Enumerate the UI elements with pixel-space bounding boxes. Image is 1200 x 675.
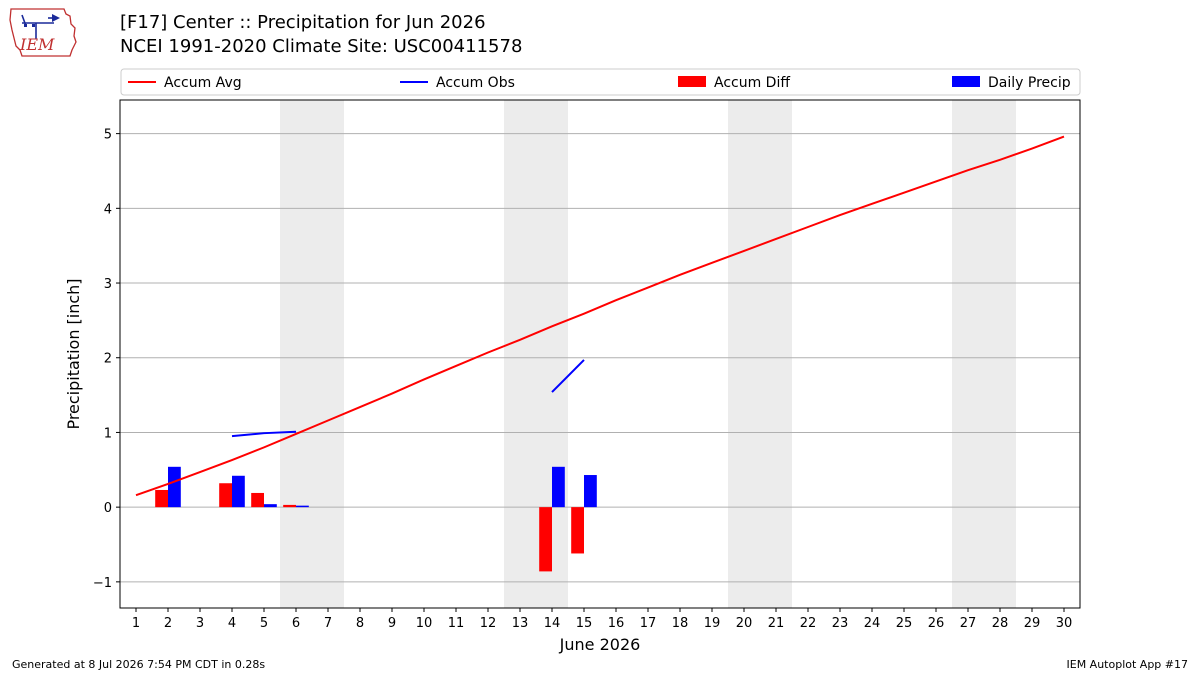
y-axis-label: Precipitation [inch]: [64, 278, 83, 429]
iem-logo: IEM: [8, 6, 80, 58]
accum-avg-line: [135, 135, 1065, 497]
daily-precip-bar: [584, 475, 597, 508]
x-tick-label: 2: [164, 616, 172, 631]
chart-subtitle: NCEI 1991-2020 Climate Site: USC00411578: [120, 36, 523, 57]
accum-obs-line: [231, 430, 297, 438]
generated-timestamp: Generated at 8 Jul 2026 7:54 PM CDT in 0…: [12, 658, 266, 671]
accum-diff-bar: [571, 507, 584, 554]
legend-accum-diff-label: Accum Diff: [714, 75, 790, 91]
x-tick-label: 29: [1024, 616, 1041, 631]
y-tick-label: 5: [104, 128, 112, 143]
accum-diff-bar: [283, 504, 296, 508]
legend-accum-avg-label: Accum Avg: [164, 75, 242, 91]
x-tick-label: 11: [448, 616, 465, 631]
x-tick-label: 28: [992, 616, 1009, 631]
x-tick-label: 17: [640, 616, 657, 631]
x-tick-label: 20: [736, 616, 753, 631]
accum-diff-bar: [155, 489, 168, 508]
y-tick-label: 4: [104, 202, 112, 217]
x-tick-label: 12: [480, 616, 497, 631]
daily-precip-bar: [232, 475, 245, 508]
x-tick-label: 3: [196, 616, 204, 631]
x-tick-label: 6: [292, 616, 300, 631]
accum-obs-line: [551, 359, 585, 393]
x-tick-label: 16: [608, 616, 625, 631]
x-tick-label: 4: [228, 616, 236, 631]
y-tick-label: 3: [104, 277, 112, 292]
x-tick-label: 7: [324, 616, 332, 631]
x-tick-label: 25: [896, 616, 913, 631]
x-tick-label: 10: [416, 616, 433, 631]
x-tick-label: 15: [576, 616, 593, 631]
weekend-shade: [952, 100, 1016, 608]
legend-daily-precip-swatch: [952, 76, 980, 87]
chart-title: [F17] Center :: Precipitation for Jun 20…: [120, 12, 486, 33]
iem-logo-graphic: IEM: [9, 8, 77, 57]
x-tick-label: 19: [704, 616, 721, 631]
x-tick-label: 24: [864, 616, 881, 631]
legend: Accum Avg Accum Obs Accum Diff Daily Precip: [120, 68, 1081, 96]
x-axis-label: June 2026: [559, 635, 641, 654]
app-credit: IEM Autoplot App #17: [1066, 658, 1189, 671]
y-tick-label: 1: [104, 426, 112, 441]
plot-frame: [119, 99, 1081, 609]
iem-logo-text: IEM: [19, 35, 55, 54]
weekend-shade: [280, 100, 344, 608]
daily-precip-bar: [296, 505, 309, 508]
x-tick-label: 30: [1056, 616, 1073, 631]
y-tick-label: 0: [104, 501, 112, 516]
x-tick-label: 23: [832, 616, 849, 631]
legend-accum-obs-label: Accum Obs: [436, 75, 515, 91]
x-tick-label: 18: [672, 616, 689, 631]
x-tick-label: 5: [260, 616, 268, 631]
x-tick-label: 1: [132, 616, 140, 631]
legend-accum-diff-swatch: [678, 76, 706, 87]
y-tick-label: −1: [93, 576, 112, 591]
y-tick-label: 2: [104, 352, 112, 367]
daily-precip-bar: [264, 504, 277, 508]
x-tick-label: 21: [768, 616, 785, 631]
x-tick-label: 13: [512, 616, 529, 631]
x-tick-label: 8: [356, 616, 364, 631]
accum-diff-bar: [539, 507, 552, 572]
accum-diff-bar: [251, 492, 264, 508]
x-tick-label: 26: [928, 616, 945, 631]
x-tick-label: 14: [544, 616, 561, 631]
x-tick-label: 27: [960, 616, 977, 631]
legend-box: [120, 68, 1081, 96]
weekend-shade: [504, 100, 568, 608]
daily-precip-bar: [552, 466, 565, 508]
weekend-shade: [728, 100, 792, 608]
legend-daily-precip-label: Daily Precip: [988, 75, 1071, 91]
x-tick-label: 9: [388, 616, 396, 631]
accum-diff-bar: [219, 483, 232, 508]
daily-precip-bar: [168, 466, 181, 508]
x-tick-label: 22: [800, 616, 817, 631]
